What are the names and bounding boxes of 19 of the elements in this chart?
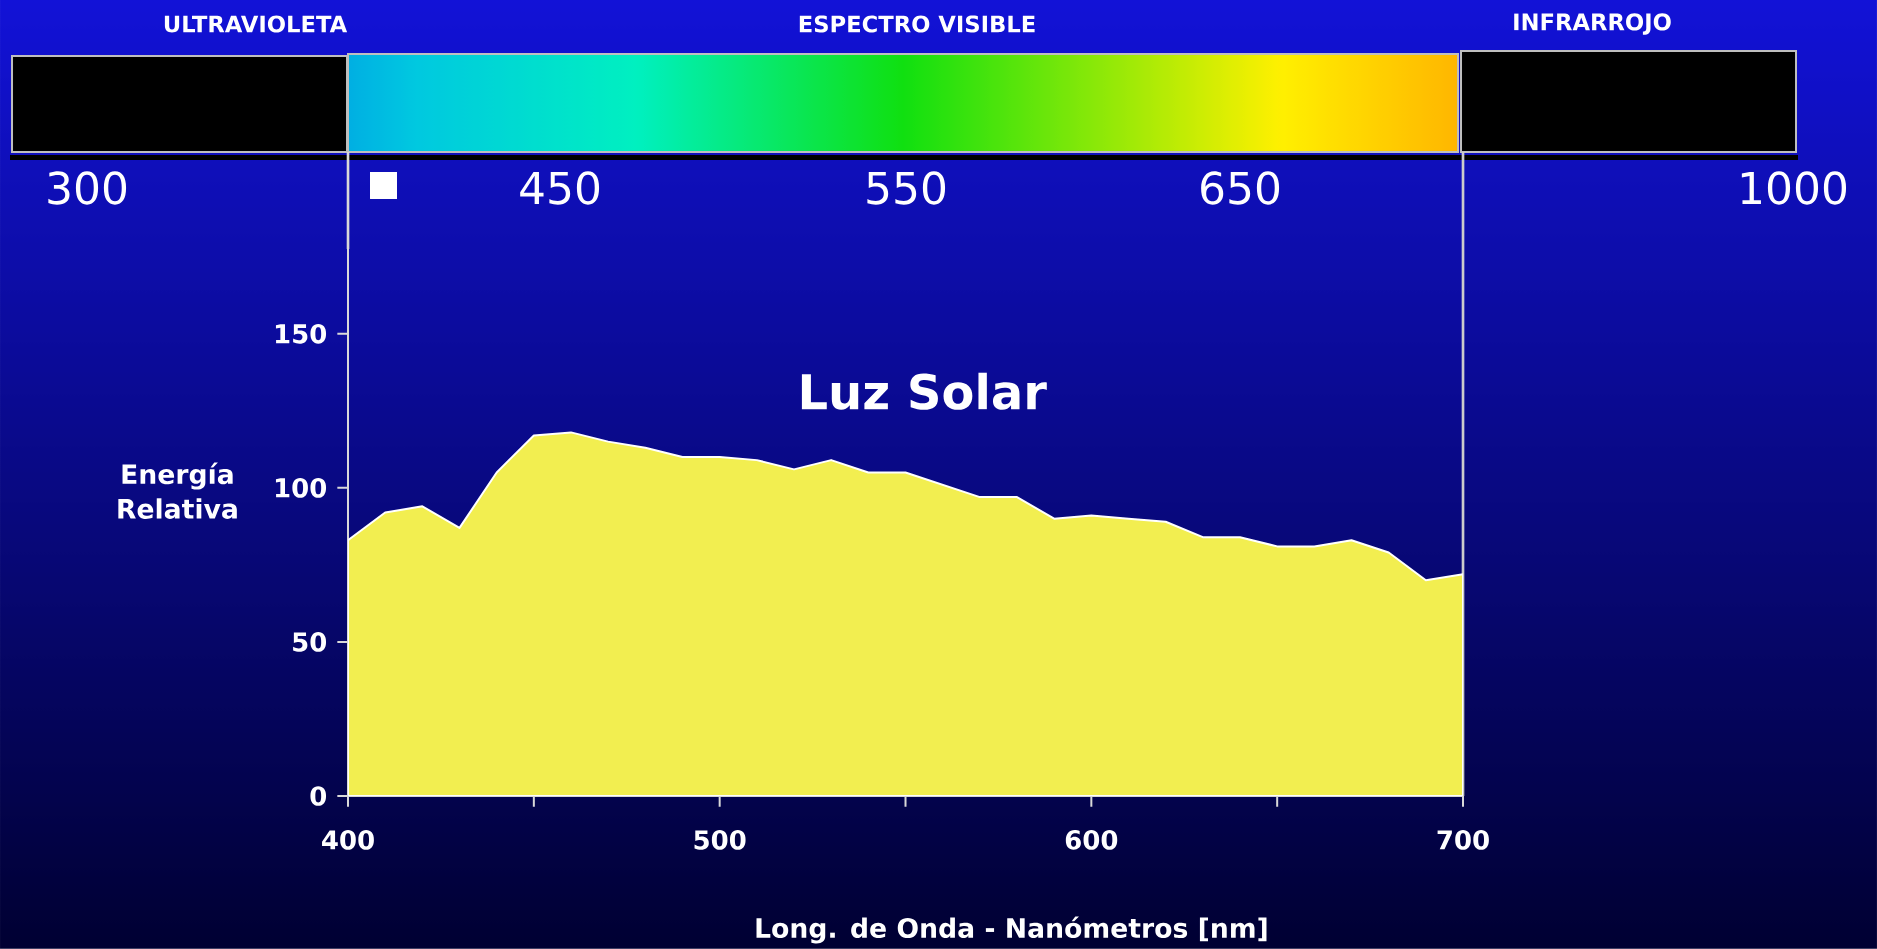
- annotation: 450: [520, 171, 600, 205]
- annotation: 550: [867, 171, 946, 205]
- text: Luz Solar: [801, 372, 1047, 410]
- y-tick-label: 50: [293, 632, 327, 652]
- x-tick-label: 500: [694, 830, 746, 850]
- x-tick-label: 400: [322, 830, 374, 850]
- x-axis-title: Long. de Onda - Nanómetros [nm]: [756, 916, 1267, 944]
- x-tick-label: 600: [1065, 830, 1118, 850]
- y-tick-label: 100: [275, 478, 327, 498]
- text: INFRARROJO: [1514, 13, 1671, 35]
- text: ESPECTRO VISIBLE: [799, 15, 1035, 33]
- text: 300: [48, 171, 127, 205]
- y-axis-title: Energía Relativa: [118, 462, 237, 519]
- text: 1000: [1741, 171, 1847, 205]
- y-tick-label: 0: [310, 786, 327, 806]
- y-tick-label: 150: [275, 323, 327, 344]
- annotation: 650: [1201, 171, 1280, 205]
- text: ULTRAVIOLETA: [164, 15, 348, 33]
- x-tick-label: 700: [1437, 830, 1489, 850]
